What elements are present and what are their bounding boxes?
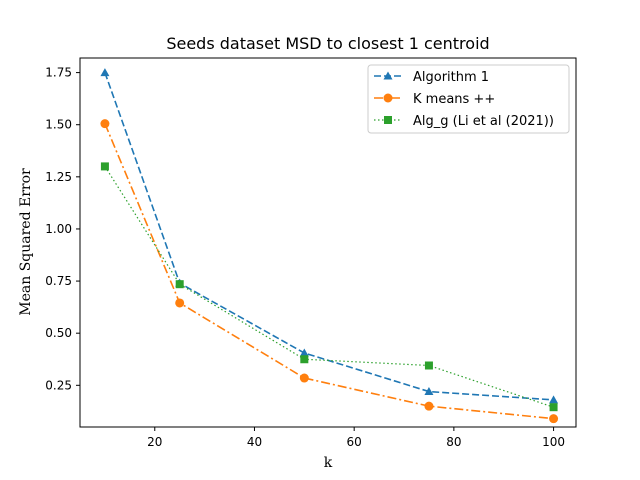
y-tick-label-5: 1.50 xyxy=(45,118,72,132)
x-tick-label-80: 80 xyxy=(446,435,461,449)
legend-label-1: K means ++ xyxy=(413,92,495,107)
legend-label-2: Alg_g (Li et al (2021)) xyxy=(413,114,554,129)
series-0-point-2 xyxy=(299,348,309,357)
legend-frame xyxy=(367,64,570,134)
axes: 20 40 60 80 100 0.25 0.50 0.75 1.00 1.25 1.50 1.75 xyxy=(45,66,565,449)
series-1-point-4 xyxy=(549,414,559,424)
x-tick-label-40: 40 xyxy=(247,435,262,449)
series-2-point-2 xyxy=(300,355,309,364)
plot-frame xyxy=(79,57,577,428)
y-tick-label-1: 0.50 xyxy=(45,326,72,340)
series-1-point-1 xyxy=(175,298,185,308)
series-0-point-0 xyxy=(100,68,110,77)
series-2-point-0 xyxy=(100,162,109,171)
x-tick-label-20: 20 xyxy=(147,435,162,449)
legend-marker-1 xyxy=(383,93,393,103)
series-0-point-3 xyxy=(424,387,434,396)
plot-area xyxy=(100,68,559,424)
series-1-point-3 xyxy=(424,401,434,411)
series-2-point-4 xyxy=(549,403,558,412)
x-tick-label-60: 60 xyxy=(347,435,362,449)
series-1-point-2 xyxy=(299,373,309,383)
series-1 xyxy=(100,119,559,424)
y-tick-label-6: 1.75 xyxy=(45,66,72,80)
legend-label-0: Algorithm 1 xyxy=(413,70,489,85)
series-0-point-4 xyxy=(549,395,559,404)
series-2-point-3 xyxy=(424,361,433,370)
y-tick-label-2: 0.75 xyxy=(45,274,72,288)
y-axis-label: Mean Squared Error xyxy=(18,168,34,316)
y-tick-label-0: 0.25 xyxy=(45,378,72,392)
x-tick-label-100: 100 xyxy=(542,435,565,449)
legend-marker-2 xyxy=(384,116,392,124)
y-tick-label-4: 1.25 xyxy=(45,170,72,184)
series-line-1 xyxy=(104,123,554,420)
x-axis-label: k xyxy=(324,455,333,471)
legend-marker-0 xyxy=(383,71,393,80)
y-tick-label-3: 1.00 xyxy=(45,222,72,236)
series-2-point-1 xyxy=(175,280,184,289)
chart-title: Seeds dataset MSD to closest 1 centroid xyxy=(166,34,489,53)
legend: Algorithm 1 K means ++ Alg_g (Li et al (20… xyxy=(367,64,570,134)
series-2 xyxy=(100,162,558,412)
series-1-point-0 xyxy=(100,119,110,129)
